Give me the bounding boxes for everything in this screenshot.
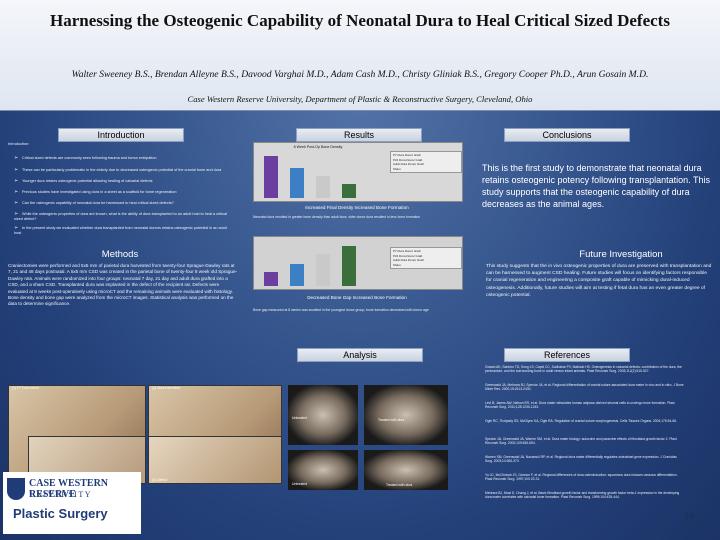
logo-line2: UNIVERSITY — [29, 490, 92, 499]
methods-text: Craniectomies were performed and 5x5 mm … — [8, 263, 238, 307]
reference-item: Warren SM, Greenwald JA, Nacamuli RP, et… — [485, 455, 677, 464]
chart-bar — [342, 184, 356, 198]
intro-bullet: ➢ These can be particularly problematic i… — [14, 167, 222, 173]
logo-line1: CASE WESTERN RESERVE — [29, 478, 109, 500]
image-caption: Untreated — [292, 482, 307, 486]
microct-image — [364, 450, 448, 490]
image-caption: Treated with dura — [386, 483, 413, 487]
chart-title: 8 Week Post-Op Bone Density — [293, 145, 343, 149]
reference-item: Levi B, James AW, Nelson ER, et al. Dura… — [485, 401, 675, 410]
bone-gap-chart: P7 Dura Donor Graft P21 Dura Donor Graft… — [253, 236, 463, 290]
microct-image — [364, 385, 448, 445]
image-caption: Untreated — [292, 416, 307, 420]
reference-item: Greenwald JA, Mehrara BJ, Spector JA, et… — [485, 383, 684, 392]
bone-density-chart: 8 Week Post-Op Bone Density P7 Dura Dono… — [253, 142, 463, 202]
poster-title: Harnessing the Osteogenic Capability of … — [50, 11, 670, 30]
reference-item: Mehrara BJ, Most D, Chang J, et al. Basi… — [485, 491, 680, 500]
section-head-results: Results — [296, 128, 422, 142]
legend-entry: Adult Dura Donor Graft — [393, 258, 424, 262]
legend-entry: P7 Dura Donor Graft — [393, 249, 421, 253]
intro-bullet: ➢ Previous studies have investigated usin… — [14, 189, 177, 195]
chevron-right-icon: ➢ — [14, 200, 19, 206]
chevron-right-icon: ➢ — [14, 178, 19, 184]
chart1-notes: Neonatal dura resulted in greater bone d… — [253, 215, 421, 219]
intro-bullet: ➢ Younger dura retains osteogenic potenti… — [14, 178, 153, 184]
legend-entry: P21 Dura Donor Graft — [393, 157, 423, 162]
header-divider — [0, 110, 720, 111]
author-list: Walter Sweeney B.S., Brendan Alleyne B.S… — [71, 69, 649, 80]
legend-entry: P21 Dura Donor Graft — [393, 253, 423, 258]
poster-header: Harnessing the Osteogenic Capability of … — [0, 0, 720, 110]
section-head-analysis: Analysis — [297, 348, 423, 362]
legend-entry: Adult Dura Donor Graft — [393, 162, 424, 166]
chart-bar — [290, 168, 304, 198]
affiliation: Case Western Reserve University, Departm… — [187, 94, 533, 104]
chart-legend: P7 Dura Donor Graft P21 Dura Donor Graft… — [390, 151, 462, 173]
reference-item: Ogle RC, Tholpady SS, McGlynn KA, Ogle R… — [485, 419, 677, 423]
section-head-future: Future Investigation — [579, 249, 663, 260]
microct-image — [288, 385, 358, 445]
photo-caption: (4) Defect — [152, 478, 167, 482]
section-head-introduction: Introduction — [58, 128, 184, 142]
chart2-notes: Bone gap measured at 8 weeks was smalles… — [253, 308, 429, 312]
microct-image — [288, 450, 358, 490]
chart2-caption: Decreased Bone Gap Increased Bone Format… — [307, 295, 407, 300]
chevron-right-icon: ➢ — [14, 189, 19, 195]
legend-entry: P7 Dura Donor Graft — [393, 153, 421, 157]
section-head-conclusions: Conclusions — [504, 128, 630, 142]
chart-bar — [264, 272, 278, 286]
logo-line3: Plastic Surgery — [13, 506, 108, 521]
photo-caption: (2) Dura harvested — [152, 386, 181, 390]
legend-entry: Sham — [393, 166, 401, 171]
intro-bullet: ➢ While the osteogenic properties of dura… — [14, 211, 227, 222]
intro-bullet: ➢ Can the osteogenic capability of neonat… — [14, 200, 174, 206]
section-head-references: References — [504, 348, 630, 362]
section-head-methods: Methods — [101, 249, 139, 260]
chevron-right-icon: ➢ — [14, 155, 19, 161]
chevron-right-icon: ➢ — [14, 225, 19, 231]
photo-caption: (1) P7 Dura donor — [12, 386, 40, 390]
chart-legend: P7 Dura Donor Graft P21 Dura Donor Graft… — [390, 247, 462, 269]
conclusions-text: This is the first study to demonstrate t… — [482, 163, 710, 209]
chart-bar — [290, 264, 304, 286]
chart-bar — [316, 176, 330, 198]
chart-bar — [342, 246, 356, 286]
reference-item: Spector JA, Greenwald JA, Warren SM, et … — [485, 437, 677, 446]
surgery-photo — [148, 436, 282, 484]
intro-heading: Introduction: — [8, 141, 30, 146]
chevron-right-icon: ➢ — [14, 167, 19, 173]
reference-item: Gosain AK, Santoro TD, Song LS, Capel CC… — [485, 365, 682, 374]
chart-bar — [316, 254, 330, 286]
intro-bullet: ➢ In the present study we evaluated wheth… — [14, 225, 227, 236]
page-number: 14 — [684, 511, 695, 521]
chevron-right-icon: ➢ — [14, 211, 19, 217]
chart1-caption: Increased Final Density Increased Bone F… — [305, 205, 409, 210]
shield-icon — [7, 478, 25, 500]
chart-bar — [264, 156, 278, 198]
legend-entry: Sham — [393, 262, 401, 267]
university-logo: CASE WESTERN RESERVE UNIVERSITY Plastic … — [3, 472, 141, 534]
reference-item: Yu JC, McClintock JS, Gannon F, et al. R… — [485, 473, 678, 482]
intro-bullet: ➢ Critical sized defects are commonly see… — [14, 155, 157, 161]
image-caption: Treated with dura — [378, 418, 405, 422]
future-text: This study suggests that the in vivo ost… — [486, 264, 712, 298]
